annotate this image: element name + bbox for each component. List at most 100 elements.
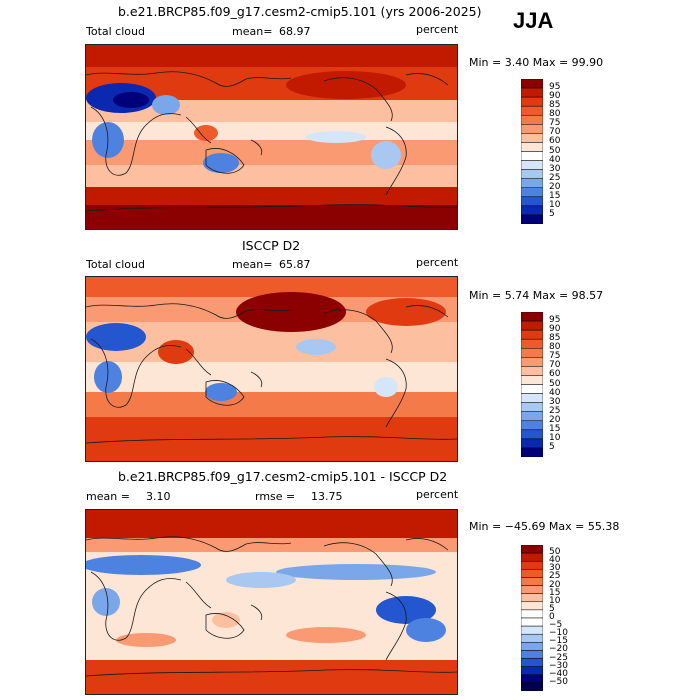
colorbar-swatch [520, 169, 544, 179]
variable-label: Total cloud [86, 25, 145, 38]
mean-label: mean = [86, 490, 130, 503]
colorbar-swatch [520, 338, 544, 349]
colorbar-tick-label: −25 [549, 652, 568, 663]
panel-title: ISCCP D2 [242, 238, 301, 253]
colorbar-swatch [520, 682, 544, 692]
panel-title: b.e21.BRCP85.f09_g17.cesm2-cmip5.101 - I… [118, 469, 448, 484]
colorbar-swatch [520, 544, 544, 554]
colorbar [520, 311, 544, 461]
colorbar-swatch [520, 115, 544, 125]
colorbar-tick-label: 10 [549, 199, 561, 210]
colorbar-tick-label: 85 [549, 333, 561, 344]
rmse-value: 13.75 [311, 490, 343, 503]
units-label: percent [416, 23, 459, 36]
colorbar-swatch [520, 105, 544, 116]
colorbar-tick-label: 0 [549, 612, 555, 622]
colorbar-swatch [520, 609, 544, 619]
colorbar-swatch [520, 633, 544, 643]
colorbar-swatch [520, 357, 544, 367]
colorbar-swatch [520, 650, 544, 659]
colorbar-swatch [520, 438, 544, 449]
colorbar-tick-label: 25 [549, 571, 561, 582]
colorbar-swatch [520, 124, 544, 134]
colorbar-tick-label: −50 [549, 676, 568, 687]
colorbar-tick-label: 80 [549, 342, 561, 353]
colorbar-tick-label: 95 [549, 315, 561, 326]
cloud-map [85, 276, 458, 462]
colorbar-swatch [520, 447, 544, 458]
colorbar-tick-label: 15 [549, 587, 561, 598]
colorbar-swatch [520, 142, 544, 152]
colorbar-tick-label: 40 [549, 154, 561, 165]
colorbar-tick-label: 25 [549, 405, 561, 416]
colorbar-tick-label: 30 [549, 163, 561, 174]
colorbar-swatch [520, 205, 544, 216]
colorbar-swatch [520, 625, 544, 635]
colorbar-swatch [520, 320, 544, 331]
colorbar-tick-label: 25 [549, 172, 561, 183]
colorbar-tick-label: 75 [549, 118, 561, 129]
colorbar-tick-label: 20 [549, 181, 561, 192]
colorbar-tick-label: −15 [549, 636, 568, 647]
colorbar-tick-label: 50 [549, 547, 561, 558]
minmax-label: Min = 5.74 Max = 98.57 [469, 289, 604, 302]
colorbar-swatch [520, 411, 544, 421]
colorbar-tick-label: 50 [549, 145, 561, 156]
colorbar-swatches [520, 544, 544, 692]
panel-title: b.e21.BRCP85.f09_g17.cesm2-cmip5.101 (yr… [118, 4, 482, 19]
colorbar-swatch [520, 96, 544, 107]
colorbar-swatch [520, 420, 544, 431]
minmax-label: Min = −45.69 Max = 55.38 [469, 520, 620, 533]
colorbar-tick-label: 5 [549, 208, 555, 219]
colorbar-swatch [520, 569, 544, 578]
colorbar-swatch [520, 577, 544, 586]
colorbar-tick-label: −30 [549, 660, 568, 671]
colorbar [520, 544, 544, 695]
colorbar-swatches [520, 78, 544, 225]
colorbar-swatch [520, 187, 544, 198]
colorbar-tick-label: 5 [549, 441, 555, 452]
colorbar-tick-label: 40 [549, 555, 561, 566]
colorbar-swatch [520, 311, 544, 322]
mean-value: 65.87 [279, 258, 311, 271]
colorbar-tick-label: 20 [549, 414, 561, 425]
colorbar-tick-label: 10 [549, 595, 561, 606]
colorbar-tick-label: −5 [549, 620, 563, 631]
colorbar-swatch [520, 375, 544, 385]
colorbar-swatch [520, 674, 544, 684]
colorbar-swatch [520, 601, 544, 611]
mean-value: 68.97 [279, 25, 311, 38]
colorbar-tick-label: 95 [549, 82, 561, 93]
colorbar-swatch [520, 552, 544, 562]
colorbar-tick-label: 5 [549, 603, 555, 614]
colorbar-swatches [520, 311, 544, 458]
colorbar-tick-label: 90 [549, 324, 561, 335]
variable-label: Total cloud [86, 258, 145, 271]
season-label: JJA [513, 8, 554, 33]
colorbar-swatch [520, 393, 544, 403]
units-label: percent [416, 488, 459, 501]
colorbar-tick-label: 85 [549, 100, 561, 111]
colorbar-tick-label: −40 [549, 668, 568, 679]
colorbar-swatch [520, 366, 544, 376]
mean-label: mean= [232, 258, 273, 271]
colorbar-swatch [520, 348, 544, 358]
cloud-map [85, 44, 458, 230]
mean-label: mean= [232, 25, 273, 38]
colorbar-swatch [520, 151, 544, 161]
colorbar-tick-label: 15 [549, 190, 561, 201]
colorbar-tick-label: 15 [549, 423, 561, 434]
colorbar-swatch [520, 87, 544, 98]
colorbar-swatch [520, 78, 544, 89]
rmse-label: rmse = [255, 490, 296, 503]
colorbar-tick-label: 80 [549, 109, 561, 120]
colorbar-tick-label: 10 [549, 432, 561, 443]
colorbar-swatch [520, 593, 544, 603]
difference-map [85, 509, 458, 695]
colorbar-tick-label: −10 [549, 628, 568, 639]
colorbar-tick-label: 70 [549, 360, 561, 371]
colorbar-swatch [520, 196, 544, 207]
colorbar-tick-label: 30 [549, 396, 561, 407]
units-label: percent [416, 256, 459, 269]
mean-value: 3.10 [146, 490, 171, 503]
